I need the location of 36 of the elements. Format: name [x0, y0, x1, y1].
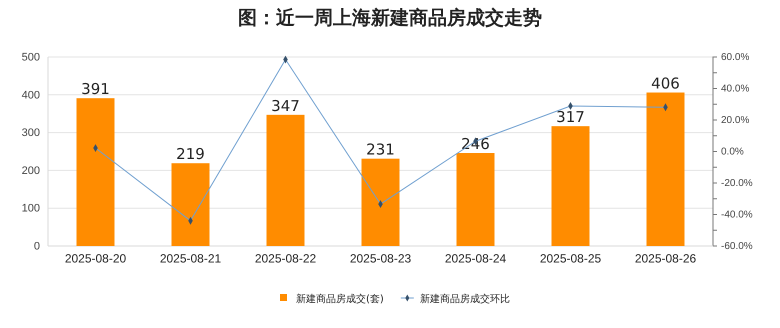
- y-tick-label: 300: [22, 127, 40, 140]
- x-tick-label: 2025-08-25: [540, 252, 602, 266]
- bar: [456, 153, 494, 246]
- y-tick-label: 0: [34, 240, 40, 253]
- y2-tick-label: -20.0%: [721, 178, 753, 190]
- x-tick-label: 2025-08-22: [254, 252, 317, 266]
- data-label: 391: [81, 80, 110, 98]
- bar: [172, 163, 210, 246]
- y-tick-label: 500: [22, 52, 40, 64]
- y2-tick-label: 0.0%: [721, 146, 744, 158]
- data-label: 219: [176, 145, 205, 164]
- y2-tick-label: 20.0%: [721, 115, 750, 126]
- y2-tick-label: -60.0%: [721, 241, 753, 252]
- bar: [552, 126, 590, 246]
- bar: [362, 158, 400, 246]
- x-tick-label: 2025-08-20: [64, 252, 127, 266]
- y2-tick-label: 60.0%: [721, 52, 750, 64]
- x-tick-label: 2025-08-23: [350, 252, 412, 266]
- data-label: 347: [271, 96, 300, 115]
- y-tick-label: 200: [22, 164, 40, 177]
- data-label: 317: [556, 108, 585, 126]
- x-tick-label: 2025-08-26: [634, 252, 697, 266]
- y2-tick-label: -40.0%: [721, 210, 753, 221]
- data-label: 231: [366, 140, 395, 159]
- legend-label: 新建商品房成交(套): [296, 293, 384, 305]
- data-label: 406: [651, 74, 680, 93]
- y2-tick-label: 40.0%: [721, 84, 750, 95]
- bar: [266, 114, 304, 246]
- legend-label: 新建商品房成交环比: [420, 293, 510, 305]
- y-tick-label: 100: [22, 202, 40, 215]
- y-tick-label: 400: [22, 89, 40, 102]
- chart-title: 图：近一周上海新建商品房成交走势: [238, 7, 542, 29]
- x-tick-label: 2025-08-21: [160, 252, 222, 266]
- x-tick-label: 2025-08-24: [444, 252, 507, 266]
- bar: [76, 98, 114, 246]
- bar: [646, 92, 684, 246]
